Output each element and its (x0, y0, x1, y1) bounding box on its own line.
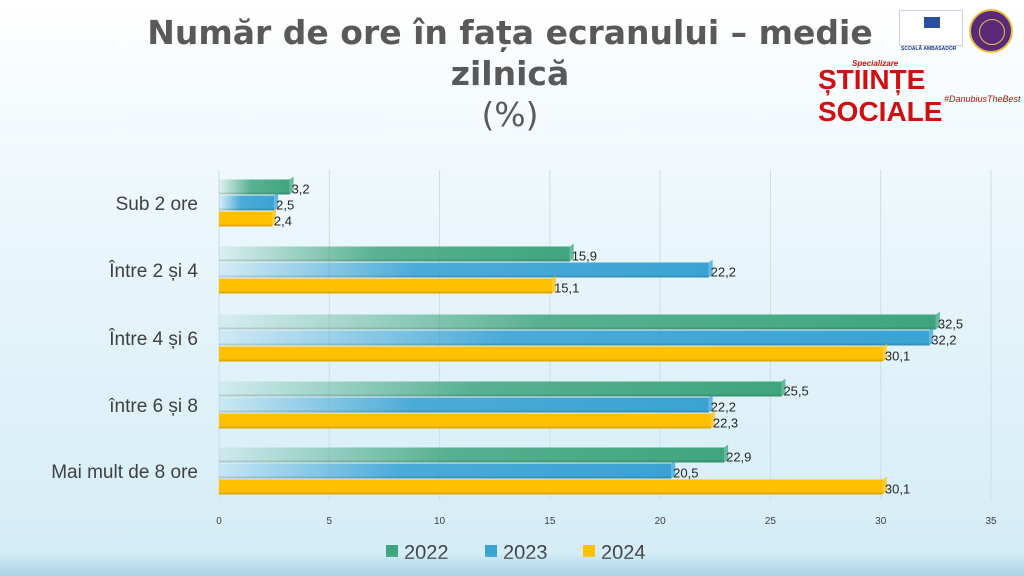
title-line-1: Număr de ore în fața ecranului – medie (147, 13, 873, 52)
x-tick-label: 15 (544, 516, 556, 527)
data-label: 30,1 (885, 349, 910, 364)
bar-2023 (219, 463, 672, 479)
bar-end-cap (552, 275, 557, 294)
data-label: 32,2 (931, 333, 956, 348)
bar-shadow (219, 492, 883, 495)
category-label: Între 2 și 4 (108, 260, 198, 282)
x-tick-label: 30 (875, 516, 887, 527)
bar-shadow (219, 410, 709, 413)
brand-subtitle: Specializare (852, 59, 899, 68)
bar-end-cap (708, 394, 713, 413)
category-label: Între 4 și 6 (108, 328, 198, 350)
bar-shadow (219, 394, 782, 397)
bar-shadow (219, 224, 272, 227)
bar-shadow (219, 327, 936, 330)
bar-2024 (219, 413, 711, 429)
chart-title: Număr de ore în fața ecranului – medie z… (120, 12, 900, 135)
bar-end-cap (882, 476, 887, 495)
logos-area: ȘCOALĂ AMBASADOR Specializare ȘTIINȚE SO… (794, 6, 1024, 127)
bar-end-cap (781, 378, 786, 397)
data-label: 25,5 (783, 384, 808, 399)
bar-shadow (219, 208, 275, 211)
bar-shadow (219, 476, 672, 479)
bar-end-cap (708, 259, 713, 278)
title-line-2: zilnică (450, 54, 570, 93)
x-tick-label: 35 (985, 516, 997, 527)
brand-logo-text: ȘTIINȚE SOCIALE (818, 64, 943, 127)
footer-band (0, 553, 1024, 576)
bar-2022 (219, 179, 290, 195)
category-label: Mai mult de 8 ore (51, 462, 198, 483)
bar-end-cap (289, 176, 294, 195)
data-label: 3,2 (292, 182, 310, 197)
bar-2022 (219, 246, 570, 262)
bar-shadow (219, 192, 290, 195)
bar-2022 (219, 314, 936, 330)
data-label: 22,9 (726, 450, 751, 465)
data-label: 15,1 (554, 281, 579, 296)
bar-shadow (219, 259, 570, 262)
category-label: Sub 2 ore (116, 194, 198, 215)
data-label: 32,5 (938, 317, 963, 332)
bar-end-cap (929, 327, 934, 346)
bar-2022 (219, 381, 782, 397)
bar-2024 (219, 479, 883, 495)
x-tick-label: 0 (216, 516, 222, 527)
data-label: 22,3 (713, 416, 738, 431)
bar-end-cap (724, 444, 729, 463)
eu-flag-icon (924, 17, 940, 28)
bar-shadow (219, 359, 883, 362)
x-tick-label: 10 (434, 516, 446, 527)
bar-2024 (219, 346, 883, 362)
data-label: 2,5 (276, 198, 294, 213)
data-label: 2,4 (274, 214, 292, 229)
bar-end-cap (569, 243, 574, 262)
title-line-3: (%) (481, 95, 539, 134)
brand-hashtag: #DanubiusTheBest (944, 94, 1021, 104)
european-parliament-logo: ȘCOALĂ AMBASADOR (899, 10, 963, 54)
bar-2022 (219, 447, 725, 463)
x-tick-label: 20 (655, 516, 667, 527)
data-label: 22,2 (711, 265, 736, 280)
bar-shadow (219, 460, 725, 463)
bar-2024 (219, 278, 553, 294)
bar-shadow (219, 275, 709, 278)
x-tick-label: 5 (327, 516, 333, 527)
category-label: între 6 și 8 (108, 396, 198, 417)
bar-2023 (219, 330, 930, 346)
ep-logo-caption: ȘCOALĂ AMBASADOR (901, 46, 957, 52)
bar-shadow (219, 426, 711, 429)
bar-end-cap (710, 410, 715, 429)
bar-end-cap (671, 460, 676, 479)
bar-shadow (219, 343, 930, 346)
bar-2023 (219, 195, 275, 211)
data-label: 15,9 (572, 249, 597, 264)
bar-end-cap (882, 343, 887, 362)
bar-end-cap (274, 192, 279, 211)
bar-shadow (219, 291, 553, 294)
bar-2023 (219, 262, 709, 278)
bar-end-cap (935, 311, 940, 330)
data-label: 22,2 (711, 400, 736, 415)
bar-2024 (219, 211, 272, 227)
data-label: 30,1 (885, 482, 910, 497)
bar-2023 (219, 397, 709, 413)
school-seal-logo (969, 9, 1013, 53)
bar-end-cap (271, 208, 276, 227)
x-tick-label: 25 (765, 516, 777, 527)
data-label: 20,5 (673, 466, 698, 481)
